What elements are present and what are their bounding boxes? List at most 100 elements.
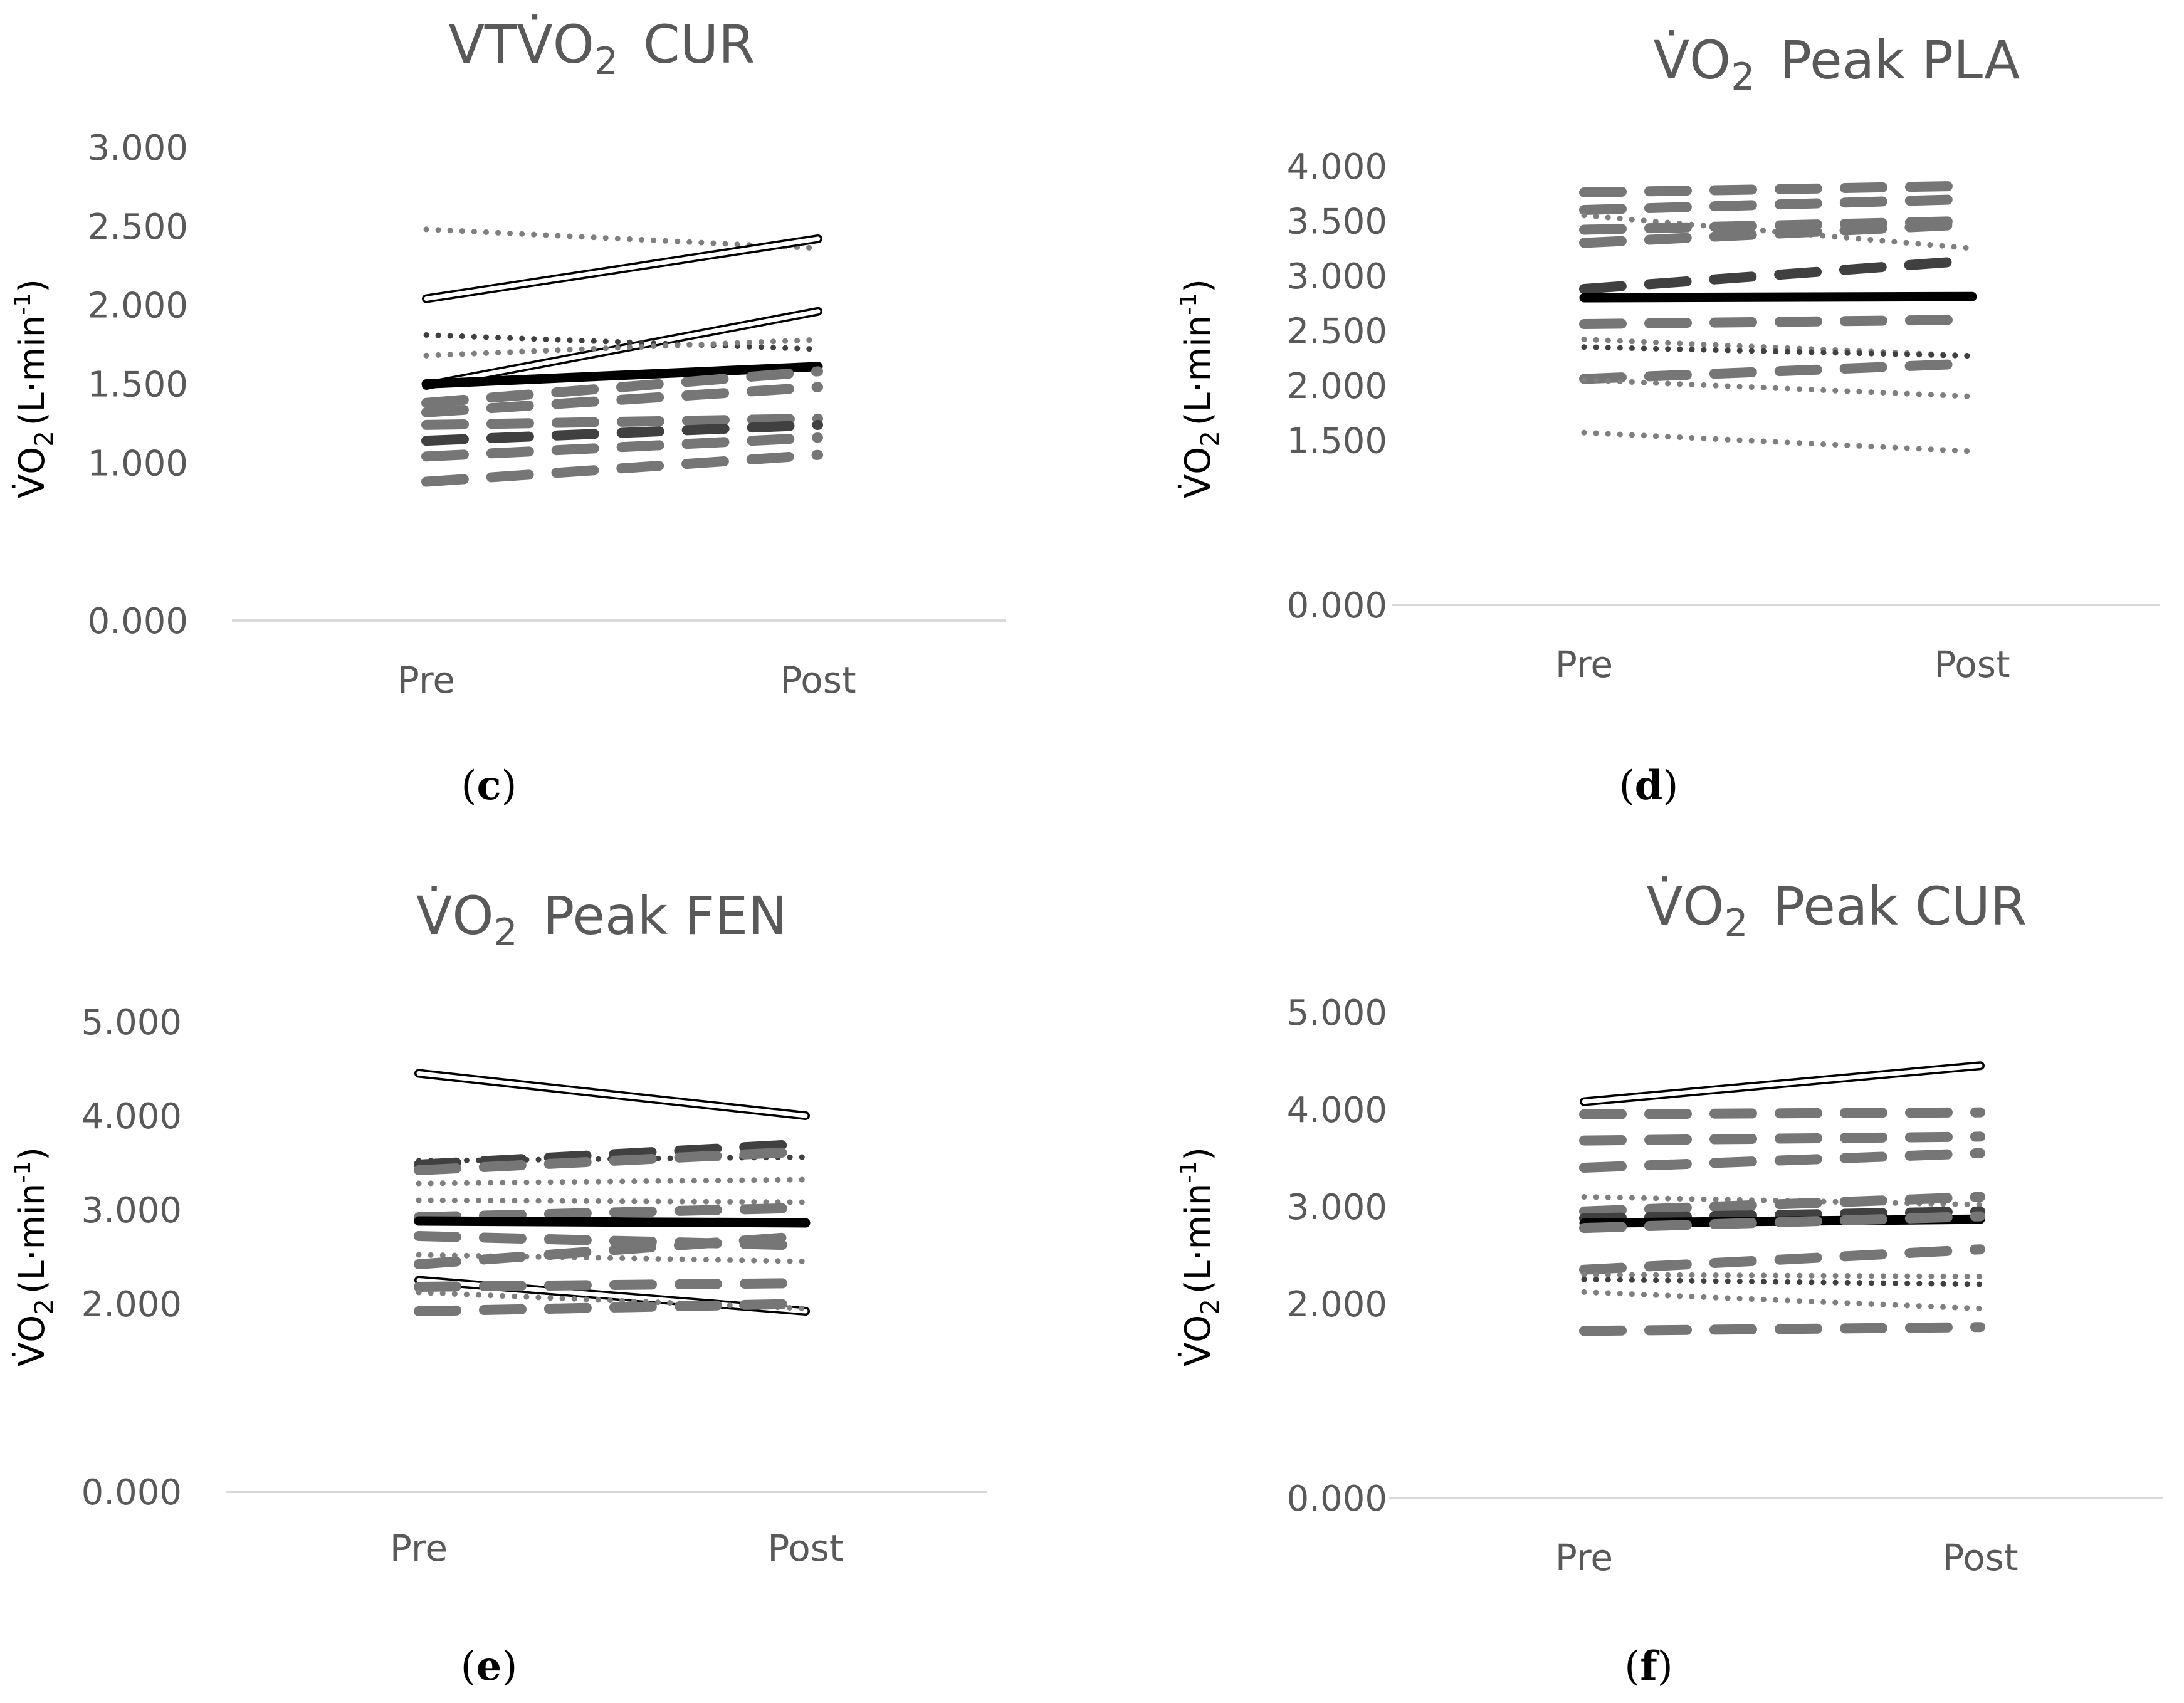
ylabel-main: V̇O: [12, 1315, 53, 1366]
ylabel-superscript: -1: [1176, 293, 1202, 315]
ylabel-close: ): [12, 279, 53, 293]
panel-letter-open: (: [461, 763, 477, 809]
x-tick-label: Post: [1942, 1536, 2018, 1579]
y-tick-label: 4.000: [81, 1096, 182, 1137]
y-axis-title: V̇O2 (L·min-1): [1176, 279, 1225, 498]
chart-title: V̇O2 Peak FEN: [416, 885, 787, 955]
title-subscript: 2: [594, 39, 618, 83]
x-tick-label: Pre: [390, 1527, 448, 1569]
series-line-dotted: [1581, 1276, 1983, 1287]
x-tick-label: Post: [1934, 643, 2010, 686]
panel-letter-value: c: [477, 762, 501, 809]
x-tick-label: Pre: [397, 659, 455, 701]
ylabel-superscript: -1: [10, 293, 36, 315]
panel-letter-value: e: [476, 1643, 502, 1690]
series-line-outline-core: [424, 236, 821, 301]
series-line-dashed: [421, 432, 823, 462]
series-line-dashed: [1579, 1192, 1985, 1217]
series-line-mean: [1579, 291, 1977, 303]
y-tick-label: 2.000: [81, 1284, 182, 1325]
ylabel-subscript: 2: [30, 431, 59, 446]
y-tick-label: 2.000: [1287, 1284, 1387, 1325]
title-main: VTV̇O: [448, 14, 594, 75]
series-line-dashed: [414, 1278, 811, 1292]
panel-letter-value: d: [1635, 762, 1663, 809]
series-line-dashed: [1579, 1322, 1985, 1336]
series-line-dotted: [1581, 429, 1975, 454]
ylabel-close: ): [1178, 279, 1219, 293]
series-line-dashed: [1579, 1131, 1985, 1146]
y-tick-label: 1.000: [88, 443, 188, 484]
ylabel-unit: (L·min: [12, 1183, 53, 1294]
panel-letter-close: ): [1662, 763, 1678, 809]
series-line-dotted: [416, 1176, 809, 1187]
title-subscript: 2: [1731, 55, 1755, 99]
y-tick-label: 2.000: [1287, 366, 1387, 407]
series-line-outline-core: [1582, 1063, 1983, 1104]
series-line-outline-core: [416, 1071, 808, 1118]
y-tick-label: 1.500: [1287, 421, 1387, 462]
y-tick-label: 4.000: [1287, 1090, 1387, 1131]
y-tick-label: 3.000: [88, 128, 188, 169]
series-line-dotted: [416, 1252, 809, 1264]
ylabel-subscript: 2: [1196, 431, 1225, 446]
y-axis-title: V̇O2 (L·min-1): [10, 1147, 59, 1366]
chart-title: V̇O2 Peak CUR: [1647, 876, 2027, 945]
x-tick-label: Post: [767, 1527, 843, 1569]
title-rest: Peak FEN: [543, 885, 787, 946]
ylabel-subscript: 2: [30, 1299, 59, 1314]
series-line-dotted: [1581, 212, 1975, 251]
series-line-mean: [421, 362, 823, 389]
ylabel-subscript: 2: [1196, 1299, 1225, 1314]
ylabel-superscript: -1: [1176, 1161, 1202, 1183]
ylabel-unit: (L·min: [12, 315, 53, 426]
series-line-dashed: [1579, 1206, 1985, 1224]
series-line-dashed: [421, 449, 823, 487]
y-tick-label: 0.000: [1287, 1479, 1387, 1519]
chart-panel-d: V̇O2 Peak PLA0.0001.5002.0002.5003.0003.5…: [1176, 29, 2160, 809]
y-tick-label: 2.500: [88, 207, 188, 248]
y-tick-label: 5.000: [1287, 993, 1387, 1034]
y-tick-label: 1.500: [88, 365, 188, 406]
series-line-dashed: [414, 1299, 811, 1316]
series-line-dotted: [1581, 377, 1975, 399]
y-tick-label: 0.000: [88, 601, 188, 642]
series-line-dashed: [1579, 1244, 1985, 1275]
panel-letter-close: ): [501, 763, 517, 809]
series-line-dashed: [1579, 359, 1977, 384]
ylabel-unit: (L·min: [1178, 1183, 1219, 1294]
y-tick-label: 4.000: [1287, 147, 1387, 187]
title-rest: Peak CUR: [1773, 876, 2027, 937]
y-tick-label: 2.500: [1287, 312, 1387, 352]
panel-letter-close: ): [501, 1643, 517, 1690]
y-tick-label: 0.000: [1287, 585, 1387, 626]
panel-letter: (d): [1619, 762, 1679, 809]
series-line-dotted: [1581, 344, 1975, 359]
title-rest: CUR: [643, 14, 755, 75]
x-tick-label: Pre: [1555, 1536, 1613, 1579]
y-tick-label: 3.000: [1287, 256, 1387, 297]
series-line-dashed: [1579, 255, 1977, 294]
series-line-dashed: [421, 419, 823, 446]
panel-letter-value: f: [1640, 1643, 1659, 1690]
y-axis-title: V̇O2 (L·min-1): [1176, 1147, 1225, 1366]
title-subscript: 2: [1724, 901, 1748, 945]
series-line-dashed: [414, 1231, 811, 1269]
title-rest: Peak PLA: [1780, 29, 2020, 91]
series-line-dotted: [416, 1197, 809, 1205]
panel-letter-open: (: [461, 1643, 476, 1690]
title-main: V̇O: [1654, 29, 1731, 91]
y-tick-label: 2.000: [88, 286, 188, 327]
series-line-dashed: [1579, 1148, 1985, 1173]
y-tick-label: 5.000: [81, 1002, 182, 1043]
panel-letter-open: (: [1624, 1643, 1640, 1690]
series-line-dashed: [1579, 194, 1977, 215]
ylabel-main: V̇O: [12, 447, 53, 498]
series-line-dashed: [1579, 181, 1977, 197]
ylabel-superscript: -1: [10, 1161, 36, 1183]
y-tick-label: 3.000: [81, 1190, 182, 1231]
ylabel-main: V̇O: [1178, 447, 1219, 498]
series-line-dashed: [1579, 219, 1977, 248]
panel-letter: (c): [461, 762, 517, 809]
